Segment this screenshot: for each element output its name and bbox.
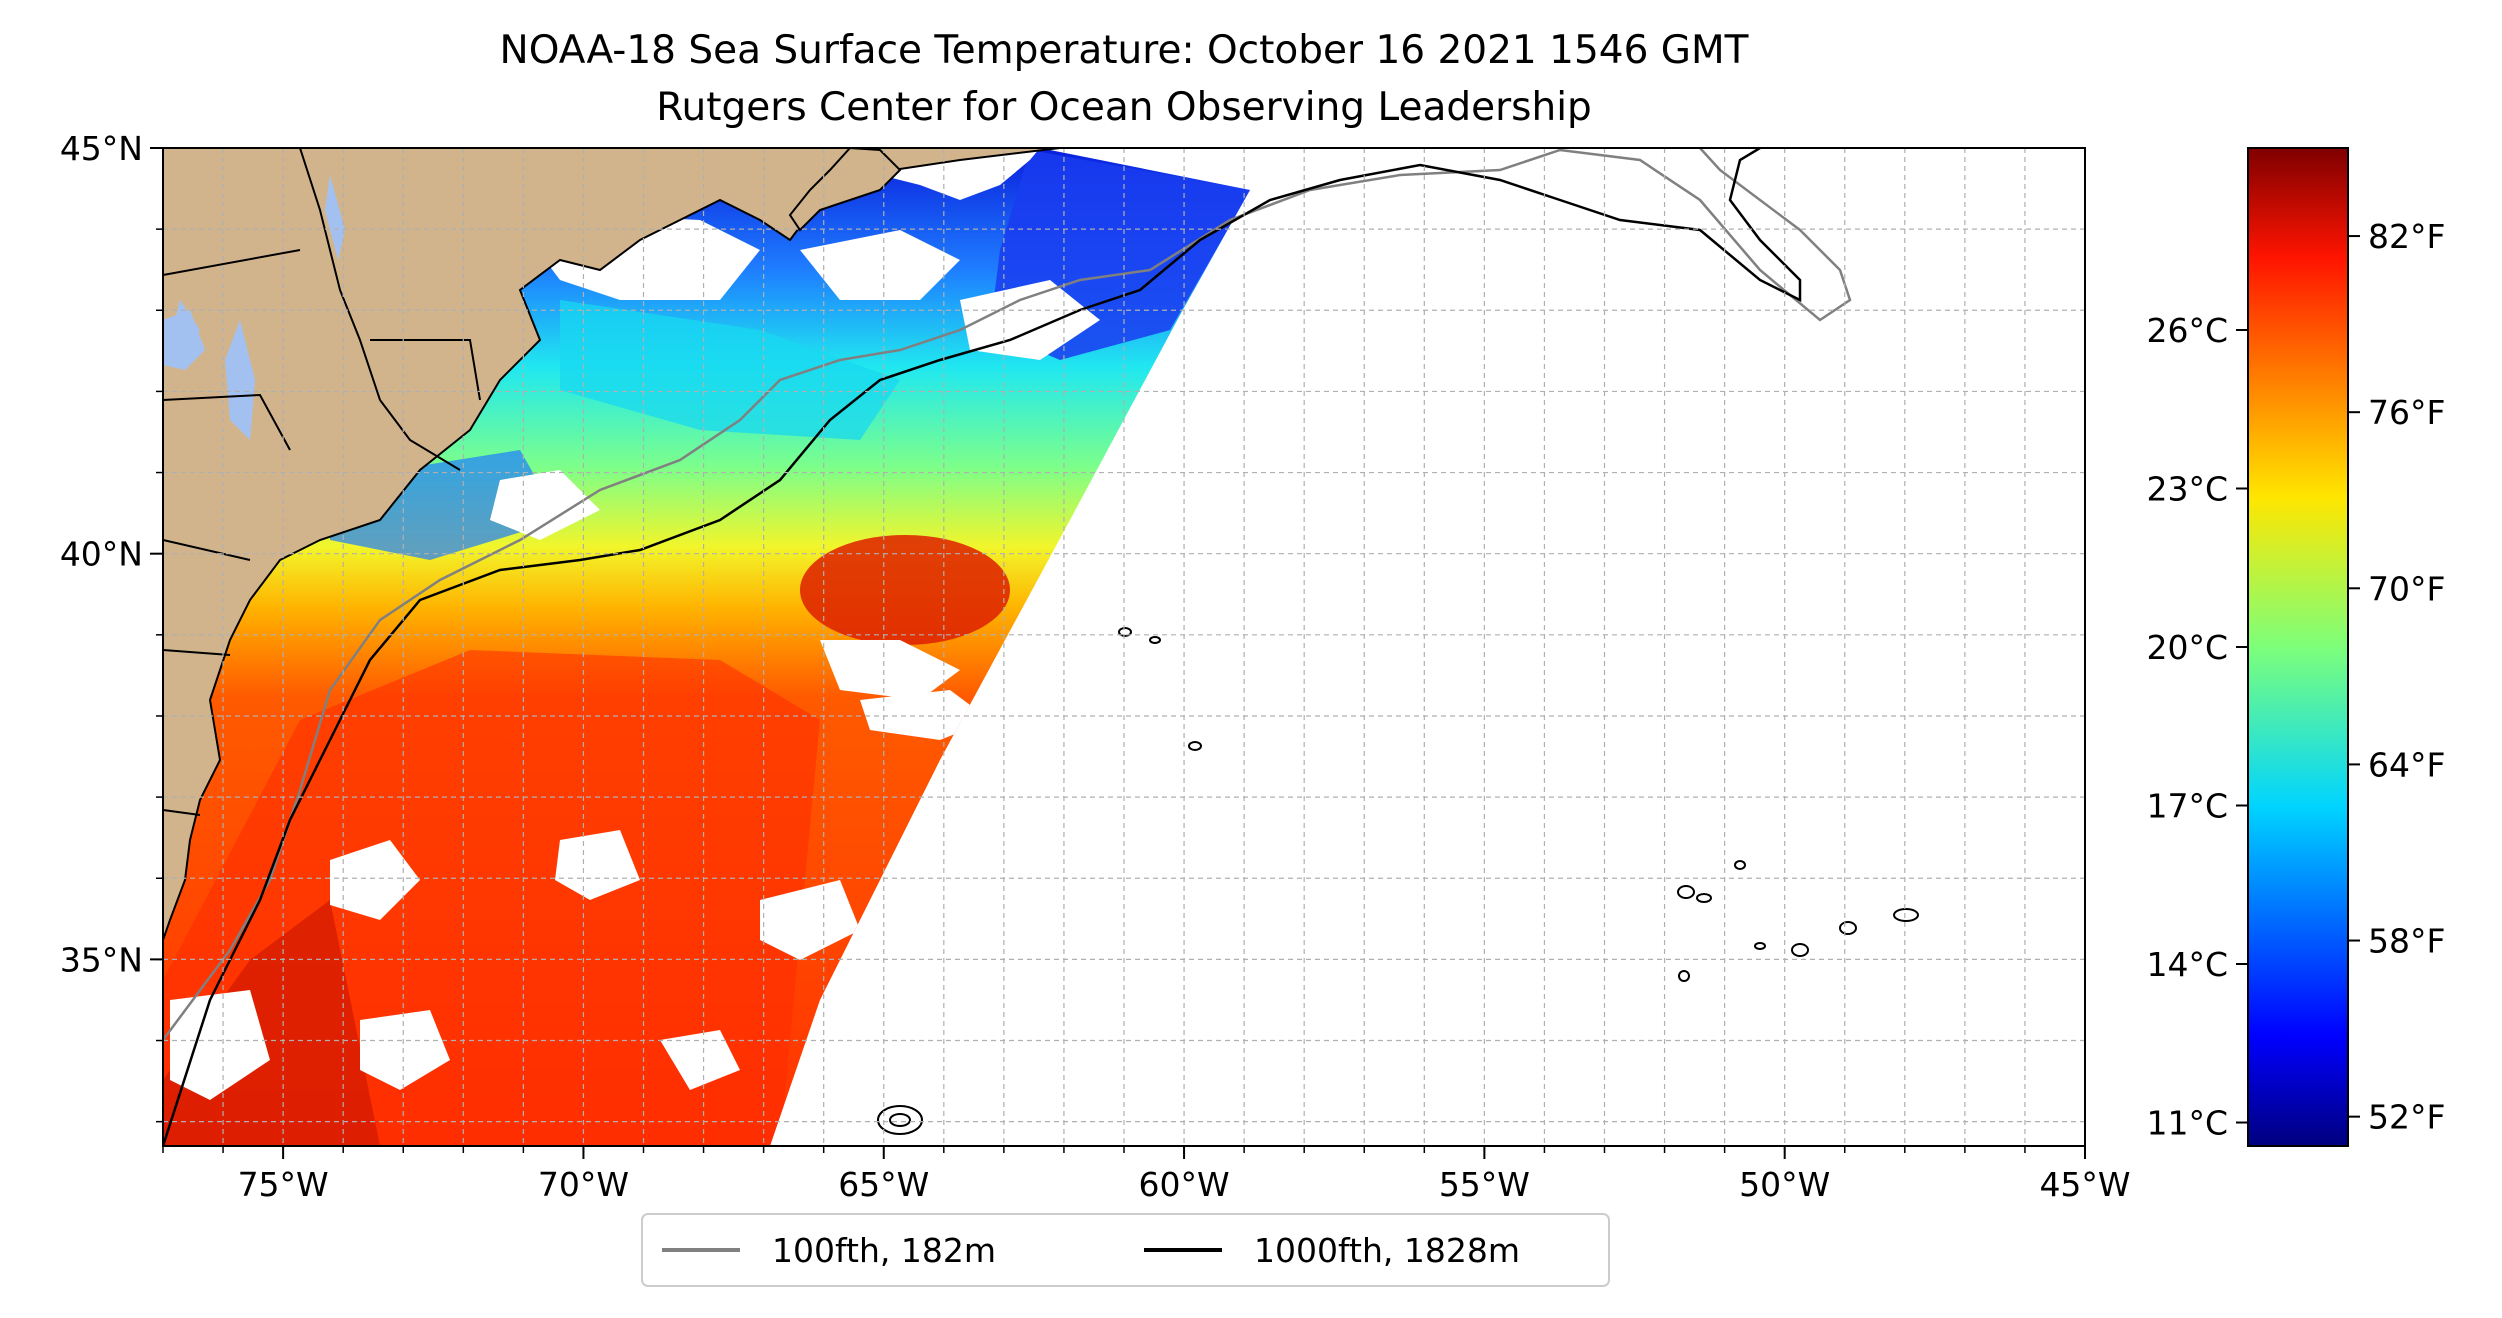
isobath-100fth [163,148,1852,1041]
colorbar-c-tick-label: 14°C [2146,945,2228,984]
isobath-1000fth [163,148,1802,1146]
legend-label-100fth: 100fth, 182m [772,1231,996,1270]
colorbar-c-tick-label: 26°C [2146,311,2228,350]
colorbar-gradient [2247,147,2349,1147]
y-tick-label: 35°N [60,940,143,979]
colorbar-f-tick-label: 82°F [2368,217,2445,256]
map-subtitle: Rutgers Center for Ocean Observing Leade… [656,85,1592,130]
legend-label-1000fth: 1000fth, 1828m [1254,1231,1520,1270]
colorbar-f-tick-label: 70°F [2368,569,2445,608]
x-tick-label: 55°W [1439,1165,1530,1204]
x-tick-label: 65°W [838,1165,929,1204]
colorbar-c-tick-label: 17°C [2146,787,2228,826]
x-tick-label: 60°W [1139,1165,1230,1204]
map-panel [163,148,2085,1146]
colorbar-fahrenheit-axis: 52°F 58°F 64°F 70°F 76°F 82°F [2348,217,2445,1137]
y-axis: 45°N 40°N 35°N [60,129,163,1123]
colorbar-c-tick-label: 20°C [2146,628,2228,667]
state-borders [163,148,481,816]
x-tick-label: 70°W [538,1165,629,1204]
gridlines [163,148,2085,1146]
x-tick-label: 75°W [238,1165,329,1204]
legend: 100fth, 182m 1000fth, 1828m [641,1213,1610,1287]
lake-shape [225,320,255,440]
x-tick-label: 45°W [2039,1165,2130,1204]
y-tick-label: 45°N [60,129,143,168]
colorbar: 52°F 58°F 64°F 70°F 76°F 82°F 11°C 14°C 17°C 20°… [2146,147,2445,1147]
y-tick-label: 40°N [60,535,143,574]
legend-box [641,1213,1610,1287]
map-title: NOAA-18 Sea Surface Temperature: October… [500,28,1749,73]
colorbar-c-tick-label: 23°C [2146,469,2228,508]
x-tick-label: 50°W [1739,1165,1830,1204]
colorbar-c-tick-label: 11°C [2146,1104,2228,1143]
colorbar-f-tick-label: 52°F [2368,1098,2445,1137]
x-axis: 75°W 70°W 65°W 60°W 55°W 50°W 45°W [162,1146,2131,1204]
colorbar-celsius-axis: 11°C 14°C 17°C 20°C 23°C 26°C [2146,311,2248,1143]
colorbar-f-tick-label: 64°F [2368,745,2445,784]
land [163,148,1061,941]
seamount-outlines [877,627,1919,1135]
colorbar-f-tick-label: 76°F [2368,393,2445,432]
colorbar-f-tick-label: 58°F [2368,922,2445,961]
